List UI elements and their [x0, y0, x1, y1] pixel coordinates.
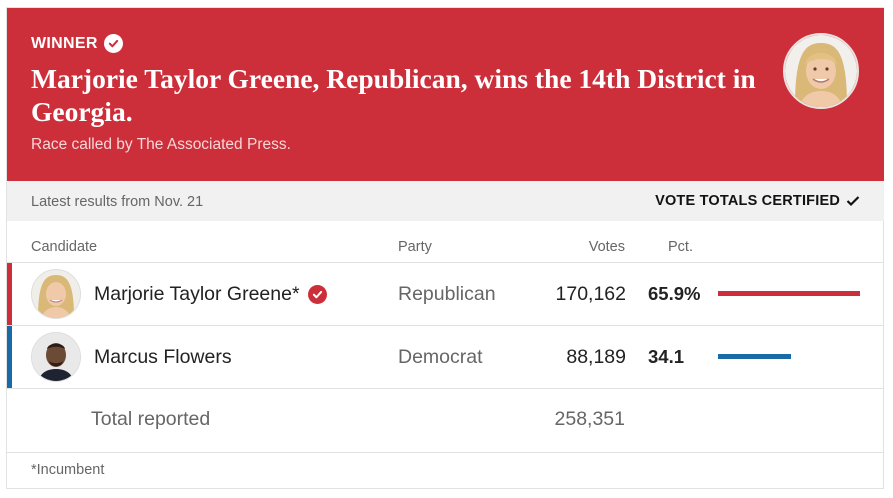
winner-check-icon — [103, 34, 123, 53]
candidate-name: Marcus Flowers — [94, 346, 232, 369]
divider — [7, 325, 884, 326]
certified-status: VOTE TOTALS CERTIFIED — [655, 193, 860, 209]
candidate-votes: 170,162 — [555, 283, 627, 305]
column-header-candidate: Candidate — [31, 239, 98, 255]
candidate-row-greene: Marjorie Taylor Greene* Republican 170,1… — [7, 263, 884, 325]
candidate-party: Republican — [398, 283, 496, 305]
certified-label: VOTE TOTALS CERTIFIED — [655, 193, 840, 209]
candidate-row-flowers: Marcus Flowers Democrat 88,189 34.1 — [7, 326, 884, 388]
race-called-note: Race called by The Associated Press. — [31, 136, 291, 153]
winner-check-icon — [307, 285, 327, 304]
avatar — [31, 269, 81, 319]
column-header-pct: Pct. — [668, 239, 693, 255]
divider — [7, 452, 884, 453]
winner-label: WINNER — [31, 34, 98, 52]
winner-row: WINNER — [31, 34, 123, 53]
winner-banner: WINNER Marjorie Taylor Greene, Republica… — [7, 8, 884, 181]
candidate-pct: 34.1 — [648, 346, 685, 367]
latest-results: Latest results from Nov. 21 — [31, 194, 204, 210]
candidate-party: Democrat — [398, 346, 483, 368]
status-bar: Latest results from Nov. 21 VOTE TOTALS … — [7, 181, 884, 221]
winner-portrait — [783, 33, 859, 109]
candidate-name-text: Marjorie Taylor Greene* — [94, 283, 300, 305]
divider — [7, 388, 884, 389]
column-header-votes: Votes — [588, 239, 625, 255]
party-stripe-democrat — [7, 326, 12, 388]
avatar — [31, 332, 81, 382]
vote-share-bar — [718, 354, 791, 359]
candidate-name: Marjorie Taylor Greene* — [94, 283, 327, 306]
column-header-party: Party — [398, 239, 432, 255]
headline: Marjorie Taylor Greene, Republican, wins… — [31, 63, 756, 127]
candidate-name-text: Marcus Flowers — [94, 346, 232, 368]
certified-check-icon — [846, 196, 860, 207]
candidate-pct: 65.9% — [648, 283, 701, 304]
party-stripe-republican — [7, 263, 12, 325]
results-card: WINNER Marjorie Taylor Greene, Republica… — [6, 7, 884, 489]
incumbent-footnote: *Incumbent — [31, 462, 105, 478]
divider — [7, 262, 884, 263]
total-reported-label: Total reported — [91, 408, 211, 430]
candidate-votes: 88,189 — [566, 346, 626, 368]
vote-share-bar — [718, 291, 860, 296]
total-reported-votes: 258,351 — [554, 408, 626, 430]
